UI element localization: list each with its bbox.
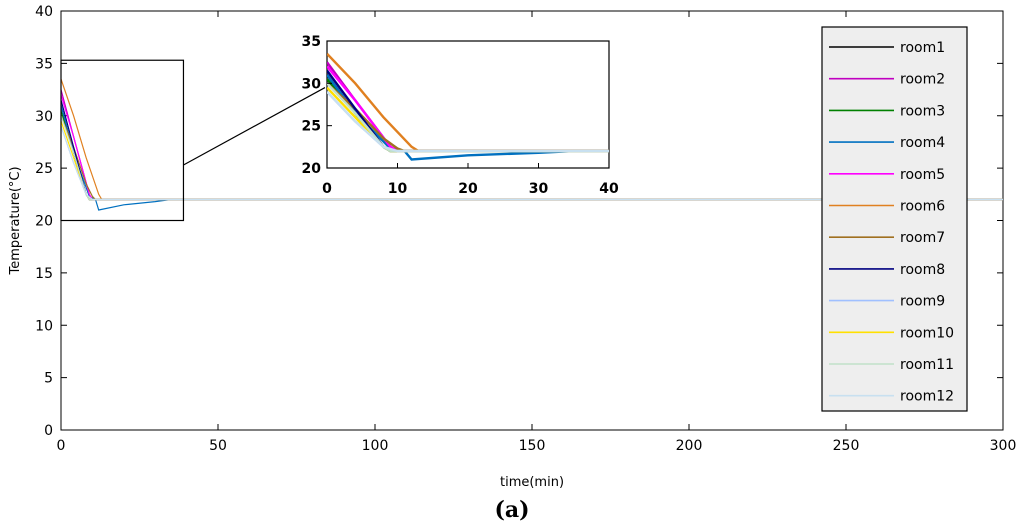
y-tick-label: 40 bbox=[35, 4, 53, 20]
inset-x-tick-label: 0 bbox=[322, 181, 332, 197]
legend-label-room8: room8 bbox=[900, 262, 945, 278]
x-axis-label: time(min) bbox=[500, 475, 564, 490]
legend-label-room6: room6 bbox=[900, 199, 945, 215]
inset-x-tick-label: 20 bbox=[458, 181, 478, 197]
figure-caption: (a) bbox=[494, 497, 530, 523]
legend-label-room5: room5 bbox=[900, 167, 945, 183]
zoom-connector bbox=[183, 87, 326, 166]
legend-label-room4: room4 bbox=[900, 135, 945, 151]
y-tick-label: 5 bbox=[44, 371, 53, 387]
inset-y-tick-label: 20 bbox=[302, 161, 322, 177]
y-axis-label: Temperature(°C) bbox=[8, 166, 23, 275]
legend-label-room2: room2 bbox=[900, 72, 945, 88]
inset-x-tick-label: 30 bbox=[529, 181, 549, 197]
x-tick-label: 50 bbox=[209, 438, 227, 454]
inset-x-tick-label: 40 bbox=[599, 181, 619, 197]
legend-label-room11: room11 bbox=[900, 357, 954, 373]
legend-label-room9: room9 bbox=[900, 294, 945, 310]
x-tick-label: 0 bbox=[57, 438, 66, 454]
y-tick-label: 25 bbox=[35, 161, 53, 177]
inset-x-tick-label: 10 bbox=[388, 181, 408, 197]
y-tick-label: 35 bbox=[35, 56, 53, 72]
legend-label-room7: room7 bbox=[900, 230, 945, 246]
inset-series-line-room6 bbox=[327, 52, 609, 153]
inset-series-line-room5 bbox=[327, 65, 609, 153]
x-tick-label: 300 bbox=[990, 438, 1017, 454]
y-tick-label: 20 bbox=[35, 214, 53, 230]
inset-y-tick-label: 25 bbox=[302, 119, 321, 135]
x-tick-label: 250 bbox=[833, 438, 860, 454]
inset-series-line-room12 bbox=[327, 90, 609, 153]
y-tick-label: 0 bbox=[44, 423, 53, 439]
inset-y-tick-label: 35 bbox=[302, 34, 321, 50]
legend-label-room12: room12 bbox=[900, 389, 954, 405]
series-line-room12 bbox=[60, 126, 1003, 201]
legend-label-room10: room10 bbox=[900, 325, 954, 341]
y-tick-label: 10 bbox=[35, 318, 53, 334]
y-tick-label: 15 bbox=[35, 266, 53, 282]
inset-series-line-room7 bbox=[327, 82, 609, 153]
x-tick-label: 200 bbox=[676, 438, 703, 454]
x-tick-label: 100 bbox=[362, 438, 389, 454]
inset-frame bbox=[326, 40, 610, 169]
y-tick-label: 30 bbox=[35, 109, 53, 125]
legend-label-room3: room3 bbox=[900, 103, 945, 119]
inset-series-group bbox=[327, 52, 609, 161]
inset-y-tick-label: 30 bbox=[302, 76, 322, 92]
legend-box bbox=[821, 26, 968, 412]
legend-label-room1: room1 bbox=[900, 40, 945, 56]
zoom-box bbox=[60, 59, 185, 222]
x-tick-label: 150 bbox=[519, 438, 546, 454]
